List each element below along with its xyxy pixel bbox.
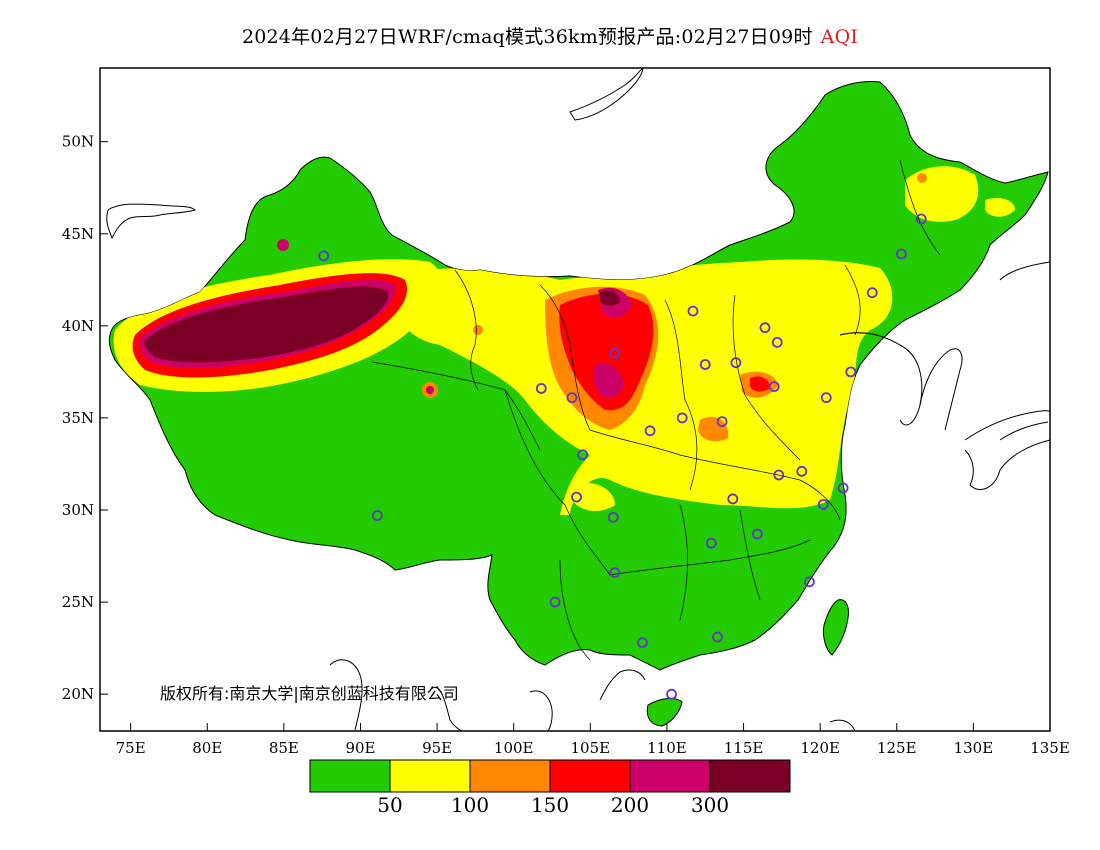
copyright-notice: 版权所有:南京大学|南京创蓝科技有限公司	[160, 684, 459, 703]
city-marker	[845, 366, 857, 378]
city-marker	[837, 482, 849, 494]
legend-threshold-label: 150	[531, 793, 569, 817]
city-marker	[730, 357, 742, 369]
city-marker	[699, 359, 711, 370]
lon-tick-label: 95E	[422, 739, 452, 757]
legend-swatch	[629, 759, 711, 793]
lon-tick-label: 110E	[647, 739, 687, 757]
moderate-northeast-2	[985, 198, 1015, 217]
city-marker	[771, 337, 783, 348]
city-marker	[751, 528, 763, 540]
map-layers	[106, 68, 1050, 731]
city-marker	[804, 576, 815, 588]
longitude-axis: 75E 80E 85E 90E 95E 100E 105E 110E 115E 120E 125E 1…	[116, 723, 1070, 757]
lat-tick-label: 30N	[62, 501, 94, 519]
city-marker	[759, 322, 771, 334]
lon-tick-label: 115E	[724, 739, 764, 757]
legend-swatch	[389, 759, 471, 793]
legend-swatch	[309, 759, 391, 793]
lon-tick-label: 75E	[116, 739, 146, 757]
aqi-color-legend: 50 100 150 200 300	[309, 759, 791, 817]
city-marker	[768, 381, 780, 393]
city-marker	[535, 383, 547, 394]
city-marker	[895, 248, 907, 260]
city-marker	[577, 449, 589, 461]
neighbor-coastlines	[106, 68, 1050, 731]
latitude-axis: 50N 45N 40N 35N 30N 25N 20N	[62, 133, 108, 703]
title-text: 2024年02月27日WRF/cmaq模式36km预报产品:02月27日09时	[241, 26, 813, 48]
city-markers	[318, 213, 927, 700]
legend-swatch	[549, 759, 631, 793]
city-marker	[607, 511, 619, 523]
hotspot-urumqi	[277, 239, 289, 251]
lon-tick-label: 125E	[877, 739, 917, 757]
unhealthy-henan	[750, 376, 770, 392]
usg-hubei	[698, 416, 729, 442]
hotspot-harbin	[917, 173, 927, 183]
lon-tick-label: 130E	[954, 739, 994, 757]
map-frame-border	[99, 67, 1051, 732]
lon-tick-label: 90E	[345, 739, 375, 757]
legend-threshold-label: 50	[377, 793, 402, 817]
hainan-island	[646, 697, 683, 727]
lat-tick-label: 50N	[62, 133, 94, 151]
city-marker	[666, 688, 677, 700]
city-marker	[637, 637, 648, 648]
city-marker	[609, 567, 621, 579]
city-marker	[796, 465, 808, 477]
hazardous-shanxi	[600, 290, 620, 306]
unhealthy-shanxi	[559, 293, 654, 411]
city-marker	[566, 392, 578, 404]
city-marker	[773, 469, 785, 481]
city-marker	[727, 493, 739, 505]
chart-title: 2024年02月27日WRF/cmaq模式36km预报产品:02月27日09时 A…	[0, 22, 1100, 49]
lat-tick-label: 20N	[62, 685, 94, 703]
lon-tick-label: 105E	[571, 739, 611, 757]
legend-threshold-label: 200	[611, 793, 649, 817]
city-marker	[817, 499, 829, 510]
legend-threshold-label: 100	[451, 793, 489, 817]
moderate-sichuan	[572, 482, 615, 512]
city-marker	[716, 416, 728, 428]
hotspot-jiayuguan	[473, 325, 483, 335]
city-marker	[687, 305, 699, 317]
lat-tick-label: 45N	[62, 225, 94, 243]
taiwan-island	[823, 599, 849, 656]
lat-tick-label: 35N	[62, 409, 94, 427]
lon-tick-label: 85E	[269, 739, 299, 757]
city-marker	[371, 510, 383, 521]
legend-swatch	[709, 759, 791, 793]
city-marker	[609, 348, 621, 359]
lat-tick-label: 25N	[62, 593, 94, 611]
city-marker	[549, 596, 561, 608]
city-marker	[644, 425, 656, 437]
legend-swatch	[469, 759, 551, 793]
legend-threshold-label: 300	[691, 793, 729, 817]
lat-tick-label: 40N	[62, 317, 94, 335]
city-marker	[676, 412, 688, 424]
very-unhealthy-shaanxi	[593, 363, 624, 399]
city-marker	[712, 631, 723, 643]
city-marker	[318, 250, 330, 262]
city-marker	[866, 287, 878, 299]
lon-tick-label: 80E	[192, 739, 222, 757]
hazardous-tarim	[144, 286, 389, 363]
province-boundaries	[371, 159, 941, 661]
hotspot-korla-inner	[426, 386, 434, 394]
city-marker	[705, 537, 717, 549]
city-marker	[820, 392, 832, 404]
lon-tick-label: 135E	[1030, 739, 1070, 757]
lon-tick-label: 100E	[494, 739, 534, 757]
title-product: AQI	[820, 26, 859, 48]
city-marker	[571, 491, 582, 503]
lon-tick-label: 120E	[800, 739, 840, 757]
city-marker	[915, 213, 927, 225]
